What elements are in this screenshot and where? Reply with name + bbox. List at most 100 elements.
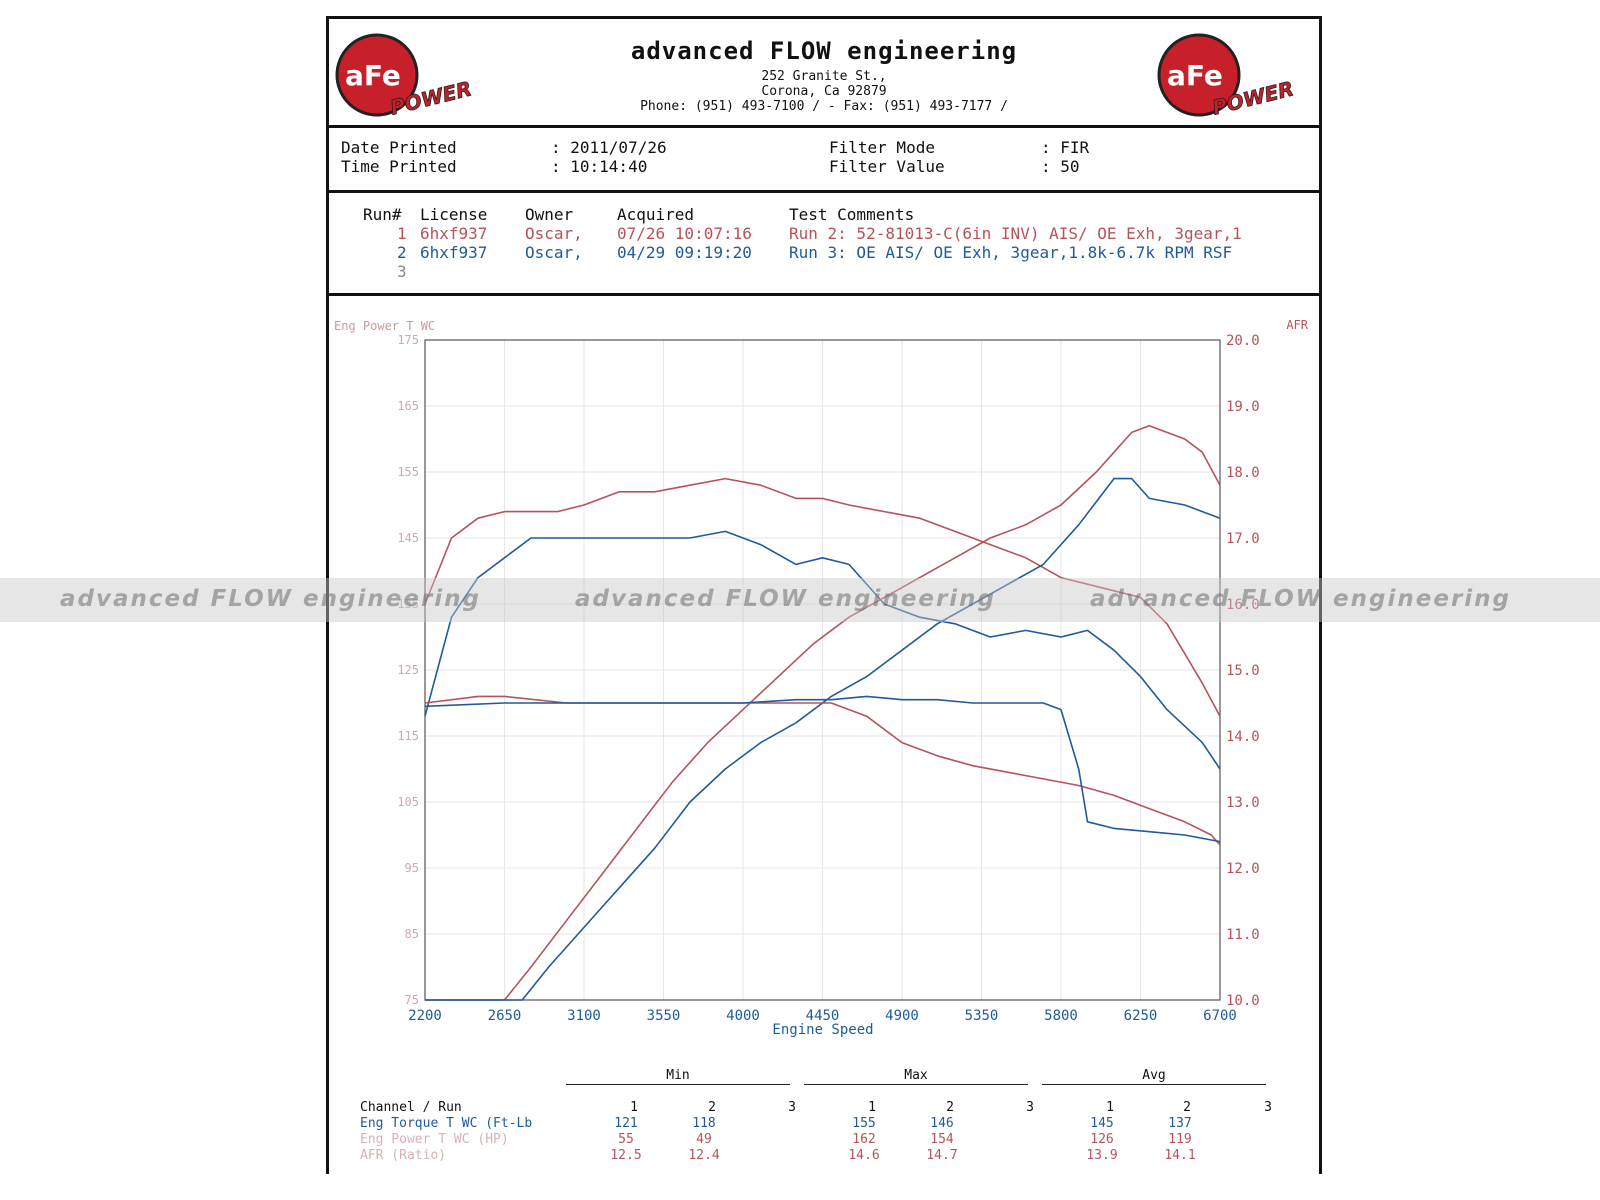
stats-row-power-label: Eng Power T WC (HP) <box>360 1132 509 1147</box>
stats-max-run-2: 2 <box>946 1100 954 1115</box>
left-tick-label: 95 <box>405 861 419 875</box>
run-header-acquired: Acquired <box>617 205 695 224</box>
stats-min-run-3: 3 <box>788 1100 796 1115</box>
stats-max-run-3: 3 <box>1026 1100 1034 1115</box>
right-tick-label: 20.0 <box>1226 333 1260 349</box>
time-printed-value: : 10:14:40 <box>551 157 648 176</box>
run-2-owner: Oscar, <box>525 243 583 262</box>
stats-afr-max-1: 14.6 <box>848 1148 880 1163</box>
left-tick-label: 75 <box>405 993 419 1007</box>
phone-fax-line: Phone: (951) 493-7100 / - Fax: (951) 493… <box>640 99 1008 114</box>
run-header-run: Run# <box>363 205 402 224</box>
stats-group-max: Max <box>904 1068 928 1083</box>
left-tick-label: 165 <box>397 399 419 413</box>
chart-ticks: 2200 2650 3100 3550 4000 4450 4900 5350 5800 6250… <box>397 333 1259 1024</box>
stats-torque-min-1: 121 <box>614 1116 638 1131</box>
run-1-license: 6hxf937 <box>420 224 488 243</box>
stats-channel-run-label: Channel / Run <box>360 1100 462 1115</box>
x-tick-label: 4000 <box>726 1008 760 1024</box>
run-header-comments: Test Comments <box>789 205 915 224</box>
stats-power-max-1: 162 <box>852 1132 876 1147</box>
right-tick-label: 13.0 <box>1226 795 1260 811</box>
series-line-afr-run-2 <box>424 695 1221 843</box>
filter-value-value: : 50 <box>1041 157 1080 176</box>
series-line-eng-power-t-wc-run-1 <box>425 424 1221 1001</box>
stats-afr-min-1: 12.5 <box>610 1148 642 1163</box>
dyno-chart: 2200 2650 3100 3550 4000 4450 4900 5350 5800 6250… <box>334 318 1309 1038</box>
run-2-number: 2 <box>397 243 407 262</box>
stats-row-torque-label: Eng Torque T WC (Ft-Lb <box>360 1116 533 1131</box>
x-tick-label: 2650 <box>488 1008 522 1024</box>
stats-group-avg: Avg <box>1142 1068 1166 1083</box>
x-tick-label: 6700 <box>1203 1008 1237 1024</box>
run-header-license: License <box>420 205 488 224</box>
stats-min-run-1: 1 <box>630 1100 638 1115</box>
chart-series <box>424 424 1221 1001</box>
address-line-2: Corona, Ca 92879 <box>761 84 887 99</box>
left-tick-label: 155 <box>397 465 419 479</box>
stats-max-run-1: 1 <box>868 1100 876 1115</box>
right-tick-label: 17.0 <box>1226 531 1260 547</box>
stats-power-avg-1: 126 <box>1090 1132 1114 1147</box>
stats-rule-min <box>566 1084 790 1085</box>
run-1-acquired: 07/26 10:07:16 <box>617 224 752 243</box>
plot-frame <box>424 339 1221 1001</box>
stats-min-run-2: 2 <box>708 1100 716 1115</box>
right-tick-label: 14.0 <box>1226 729 1260 745</box>
watermark-text: advanced FLOW engineering <box>1090 586 1512 612</box>
stats-rule-max <box>804 1084 1028 1085</box>
x-tick-label: 3100 <box>567 1008 601 1024</box>
left-tick-label: 115 <box>397 729 419 743</box>
run-1-owner: Oscar, <box>525 224 583 243</box>
afe-power-logo-left: aFe POWER <box>335 33 474 120</box>
run-header-owner: Owner <box>525 205 574 224</box>
date-printed-value: : 2011/07/26 <box>551 138 667 157</box>
stats-power-min-1: 55 <box>618 1132 634 1147</box>
run-1-number: 1 <box>397 224 407 243</box>
company-name: advanced FLOW engineering <box>630 37 1018 65</box>
right-tick-label: 10.0 <box>1226 993 1260 1009</box>
right-tick-label: 18.0 <box>1226 465 1260 481</box>
right-tick-label: 15.0 <box>1226 663 1260 679</box>
logo-text-top: aFe <box>1167 59 1223 92</box>
x-tick-label: 5800 <box>1044 1008 1078 1024</box>
right-tick-label: 12.0 <box>1226 861 1260 877</box>
right-tick-label: 19.0 <box>1226 399 1260 415</box>
x-tick-label: 4450 <box>806 1008 840 1024</box>
stats-avg-run-1: 1 <box>1106 1100 1114 1115</box>
stats-group-min: Min <box>666 1068 690 1083</box>
logo-text-top: aFe <box>345 59 401 92</box>
stats-power-min-2: 49 <box>696 1132 712 1147</box>
series-line-eng-power-t-wc-run-2 <box>425 477 1221 1001</box>
stats-table: Min Max Avg Channel / Run 1 2 3 1 2 3 1 … <box>0 1060 1600 1200</box>
left-tick-label: 85 <box>405 927 419 941</box>
stats-afr-max-2: 14.7 <box>926 1148 958 1163</box>
stats-power-avg-2: 119 <box>1168 1132 1192 1147</box>
watermark-text: advanced FLOW engineering <box>575 586 997 612</box>
stats-avg-run-3: 3 <box>1264 1100 1272 1115</box>
filter-value-label: Filter Value <box>829 157 945 176</box>
stats-torque-avg-2: 137 <box>1168 1116 1192 1131</box>
series-line-eng-torque-t-wc-run-1 <box>424 477 1221 717</box>
stats-avg-run-2: 2 <box>1183 1100 1191 1115</box>
stats-rule-avg <box>1042 1084 1266 1085</box>
stats-row-afr-label: AFR (Ratio) <box>360 1148 447 1163</box>
left-tick-label: 175 <box>397 333 419 347</box>
run-2-comment: Run 3: OE AIS/ OE Exh, 3gear,1.8k-6.7k R… <box>789 243 1233 262</box>
right-tick-label: 16.0 <box>1226 597 1260 613</box>
afe-power-logo-right: aFe POWER <box>1157 33 1296 120</box>
watermark-band: advanced FLOW engineering advanced FLOW … <box>0 578 1600 622</box>
run-1-comment: Run 2: 52-81013-C(6in INV) AIS/ OE Exh, … <box>789 224 1242 243</box>
stats-torque-max-1: 155 <box>852 1116 876 1131</box>
x-axis-label: Engine Speed <box>772 1022 873 1038</box>
stats-afr-avg-1: 13.9 <box>1086 1148 1118 1163</box>
watermark-text: advanced FLOW engineering <box>60 586 482 612</box>
x-tick-label: 5350 <box>965 1008 999 1024</box>
stats-torque-avg-1: 145 <box>1090 1116 1114 1131</box>
run-3-number: 3 <box>397 262 407 281</box>
stats-torque-min-2: 118 <box>692 1116 716 1131</box>
address-line-1: 252 Granite St., <box>761 69 887 84</box>
left-tick-label: 135 <box>397 597 419 611</box>
filter-mode-label: Filter Mode <box>829 138 935 157</box>
date-printed-label: Date Printed <box>341 138 457 157</box>
